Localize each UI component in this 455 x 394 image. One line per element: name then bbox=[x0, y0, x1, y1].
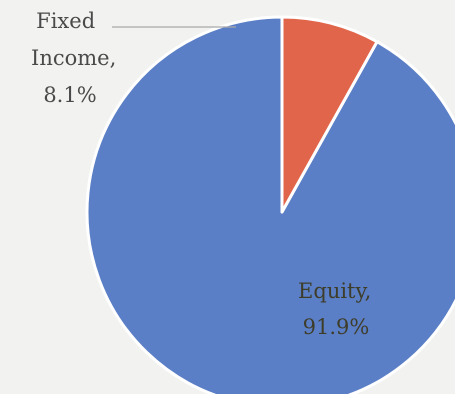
fixed-income-label-line-3: 8.1% bbox=[43, 83, 96, 107]
equity-label: Equity, 91.9% bbox=[298, 279, 378, 339]
equity-label-line-2: 91.9% bbox=[303, 315, 370, 339]
fixed-income-label-line-1: Fixed bbox=[36, 9, 95, 33]
fixed-income-label-line-2: Income, bbox=[31, 46, 116, 70]
fixed-income-label: Fixed Income, 8.1% bbox=[31, 9, 123, 107]
pie-slice-equity bbox=[85, 15, 455, 394]
equity-label-line-1: Equity, bbox=[298, 279, 371, 303]
pie-slices bbox=[85, 15, 455, 394]
pie-slice-fixed-income bbox=[280, 15, 379, 214]
